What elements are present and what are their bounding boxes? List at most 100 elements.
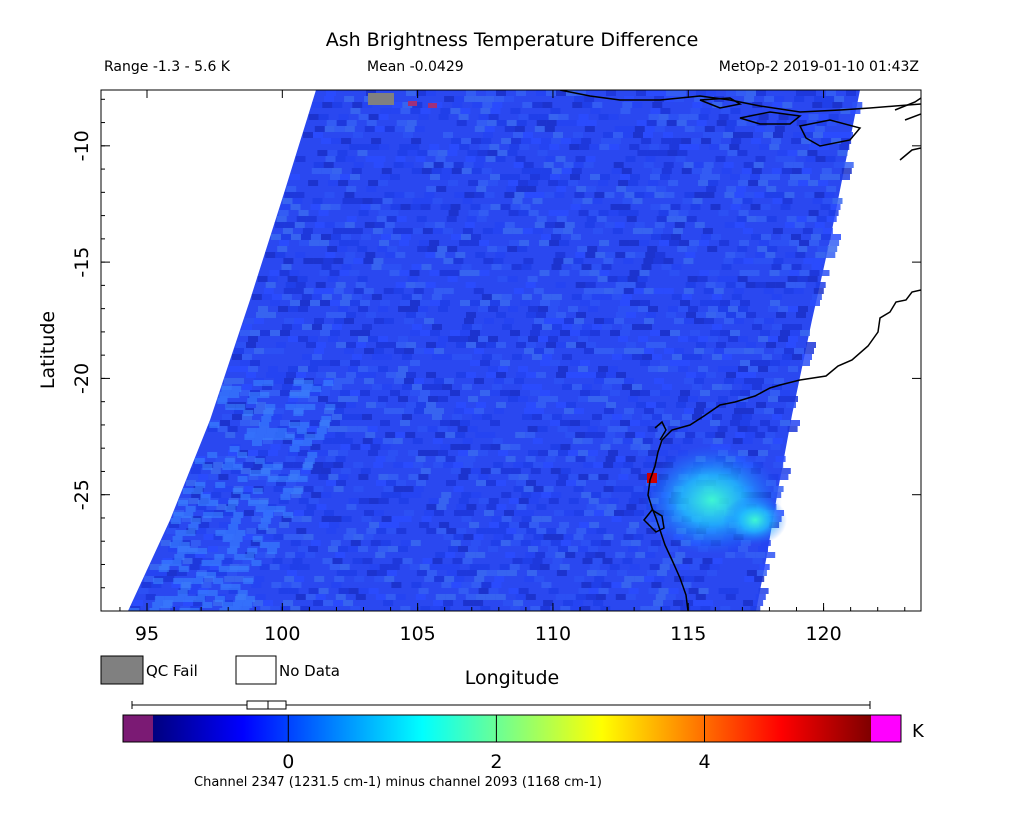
swath-pixel	[350, 300, 360, 306]
swath-pixel	[480, 390, 490, 396]
swath-pixel	[296, 372, 306, 378]
swath-pixel	[300, 300, 310, 306]
swath-pixel	[716, 120, 727, 126]
swath-pixel	[458, 474, 469, 480]
swath-pixel	[599, 240, 610, 246]
swath-pixel	[636, 186, 647, 192]
swath-pixel	[840, 108, 851, 114]
swath-pixel	[291, 234, 301, 240]
swath-pixel	[796, 312, 806, 318]
swath-pixel	[554, 510, 564, 516]
swath-pixel	[342, 438, 353, 444]
swath-pixel	[804, 348, 814, 354]
swath-pixel	[750, 204, 761, 210]
swath-pixel	[488, 114, 499, 120]
swath-pixel	[821, 138, 832, 144]
swath-pixel	[687, 246, 698, 252]
swath-pixel	[343, 258, 354, 264]
swath-pixel	[822, 198, 833, 204]
swath-pixel	[269, 564, 280, 570]
swath-pixel	[476, 528, 487, 534]
swath-pixel	[706, 372, 716, 378]
swath-pixel	[727, 276, 738, 282]
swath-pixel	[333, 288, 344, 294]
swath-pixel	[654, 408, 664, 414]
swath-pixel	[383, 288, 394, 294]
swath-pixel	[548, 498, 559, 504]
swath-pixel	[559, 522, 570, 528]
swath-pixel	[433, 162, 444, 168]
swath-pixel	[653, 288, 664, 294]
swath-pixel	[697, 276, 708, 282]
swath-pixel	[229, 392, 240, 398]
swath-pixel	[518, 114, 529, 120]
swath-pixel	[624, 126, 635, 132]
swath-pixel	[315, 594, 326, 600]
swath-pixel	[550, 468, 561, 474]
swath-pixel	[559, 564, 570, 570]
swath-pixel	[242, 324, 252, 330]
swath-pixel	[359, 144, 370, 150]
swath-pixel	[785, 252, 796, 258]
swath-pixel	[330, 540, 341, 546]
swath-pixel	[611, 516, 622, 522]
swath-pixel	[283, 600, 294, 606]
swath-pixel	[726, 186, 737, 192]
swath-pixel	[413, 462, 424, 468]
swath-pixel	[246, 342, 256, 348]
swath-pixel	[260, 330, 270, 336]
swath-pixel	[378, 210, 389, 216]
swath-pixel	[429, 240, 440, 246]
swath-pixel	[576, 528, 587, 534]
swath-pixel	[816, 216, 827, 222]
swath-pixel	[660, 204, 671, 210]
swath-pixel	[180, 584, 191, 590]
swath-pixel	[722, 354, 732, 360]
swath-pixel	[497, 150, 508, 156]
swath-pixel	[298, 366, 308, 372]
swath-pixel	[528, 210, 539, 216]
swath-pixel	[497, 246, 508, 252]
swath-pixel	[488, 336, 498, 342]
swath-pixel	[638, 474, 649, 480]
swath-pixel	[684, 408, 694, 414]
swath-pixel	[364, 378, 374, 384]
swath-pixel	[622, 438, 633, 444]
swath-pixel	[341, 138, 352, 144]
swath-pixel	[711, 294, 722, 300]
swath-pixel	[443, 600, 454, 606]
swath-pixel	[402, 558, 413, 564]
swath-pixel	[428, 396, 438, 402]
swath-pixel	[479, 240, 490, 246]
swath-pixel	[412, 228, 423, 234]
swath-pixel	[455, 252, 466, 258]
swath-pixel	[522, 384, 532, 390]
swath-pixel	[551, 294, 562, 300]
swath-pixel	[336, 120, 347, 126]
swath-pixel	[592, 228, 603, 234]
swath-pixel	[555, 156, 566, 162]
swath-pixel	[668, 546, 678, 552]
swath-pixel	[639, 240, 650, 246]
swath-pixel	[541, 234, 551, 240]
swath-pixel	[674, 576, 685, 582]
swath-pixel	[704, 348, 714, 354]
swath-pixel	[705, 432, 716, 438]
swath-pixel	[745, 552, 756, 558]
swath-pixel	[670, 330, 680, 336]
swath-pixel	[626, 216, 637, 222]
swath-pixel	[773, 462, 784, 468]
swath-pixel	[190, 540, 201, 546]
swath-pixel	[555, 252, 566, 258]
swath-pixel	[310, 540, 321, 546]
swath-pixel	[335, 156, 346, 162]
swath-pixel	[576, 342, 586, 348]
swath-pixel	[644, 576, 655, 582]
swath-pixel	[565, 552, 576, 558]
swath-pixel	[326, 528, 337, 534]
swath-pixel	[244, 434, 255, 440]
swath-pixel	[209, 422, 220, 428]
swath-pixel	[358, 588, 369, 594]
swath-pixel	[419, 522, 430, 528]
swath-pixel	[360, 468, 371, 474]
